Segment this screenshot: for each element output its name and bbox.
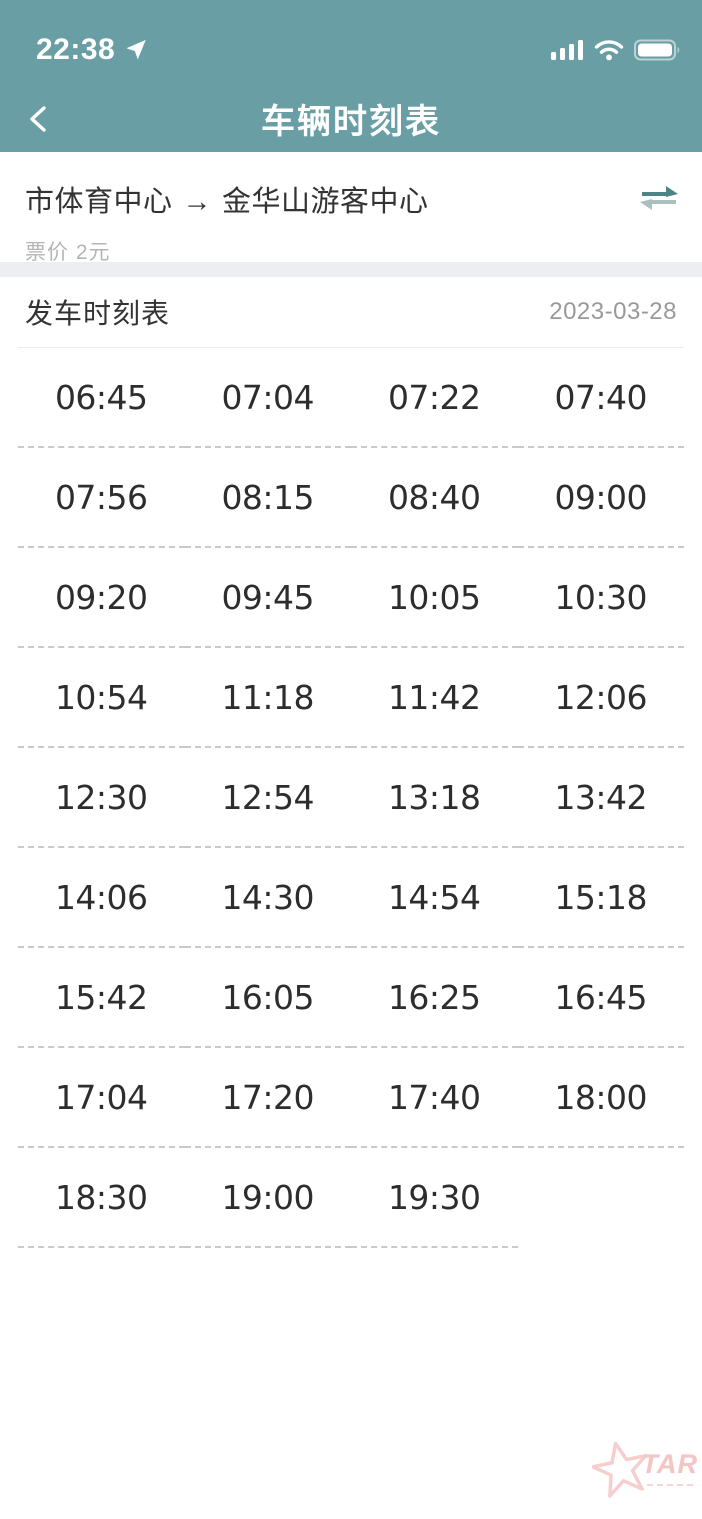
time-slot: 13:42 xyxy=(517,748,684,848)
time-slot: 14:54 xyxy=(351,848,518,948)
status-bar: 22:38 xyxy=(0,0,702,85)
schedule-section: 发车时刻表 2023-03-28 06:45 07:04 07:22 07:40 07:… xyxy=(0,277,702,1248)
swap-direction-button[interactable] xyxy=(634,176,684,220)
time-slot: 09:00 xyxy=(517,448,684,548)
time-slot: 14:06 xyxy=(18,848,185,948)
time-slot: 14:30 xyxy=(184,848,351,948)
route-from: 市体育中心 xyxy=(25,186,173,218)
status-left: 22:38 xyxy=(36,33,149,67)
divider-line xyxy=(18,347,684,348)
time-slot: 08:15 xyxy=(184,448,351,548)
time-slot: 12:30 xyxy=(18,748,185,848)
schedule-header: 发车时刻表 2023-03-28 xyxy=(0,277,702,347)
time-slot: 13:18 xyxy=(351,748,518,848)
time-slot-empty xyxy=(518,1148,685,1246)
time-slot: 10:05 xyxy=(351,548,518,648)
time-slot: 18:00 xyxy=(517,1048,684,1148)
time-slot: 17:04 xyxy=(18,1048,185,1148)
time-slot: 07:56 xyxy=(18,448,185,548)
battery-icon xyxy=(634,39,682,61)
time-slot: 10:54 xyxy=(18,648,185,748)
time-slot: 11:42 xyxy=(351,648,518,748)
time-grid: 06:45 07:04 07:22 07:40 07:56 08:15 08:40 09:00… xyxy=(0,348,702,1248)
ticket-price: 票价 2元 xyxy=(25,241,111,264)
nav-bar: 车辆时刻表 xyxy=(0,85,702,152)
cellular-signal-icon xyxy=(550,39,584,61)
watermark: TAR xyxy=(591,1439,699,1501)
status-time: 22:38 xyxy=(36,32,116,66)
time-slot: 12:06 xyxy=(517,648,684,748)
time-slot: 18:30 xyxy=(18,1148,185,1248)
route-title: 市体育中心 → 金华山游客中心 xyxy=(25,178,622,220)
watermark-text: TAR xyxy=(641,1448,698,1479)
status-right xyxy=(550,39,682,61)
location-arrow-icon xyxy=(123,37,149,63)
time-slot: 08:40 xyxy=(351,448,518,548)
wifi-icon xyxy=(594,39,624,61)
chevron-left-icon xyxy=(26,105,50,139)
time-slot: 10:30 xyxy=(517,548,684,648)
route-arrow-glyph: → xyxy=(182,186,213,218)
route-to: 金华山游客中心 xyxy=(222,186,429,218)
time-slot: 07:22 xyxy=(351,348,518,448)
swap-arrows-icon xyxy=(638,186,680,219)
section-divider-band xyxy=(0,262,702,277)
watermark-subtext-line xyxy=(646,1483,693,1486)
time-slot: 07:04 xyxy=(184,348,351,448)
time-slot: 15:42 xyxy=(18,948,185,1048)
schedule-title: 发车时刻表 xyxy=(25,298,171,329)
time-slot: 06:45 xyxy=(18,348,185,448)
page-title: 车辆时刻表 xyxy=(261,103,441,141)
route-card: 市体育中心 → 金华山游客中心 票价 2元 xyxy=(0,152,702,264)
app-header: 22:38 xyxy=(0,0,702,152)
time-slot: 16:25 xyxy=(351,948,518,1048)
time-slot: 11:18 xyxy=(184,648,351,748)
time-slot: 12:54 xyxy=(184,748,351,848)
time-slot: 07:40 xyxy=(517,348,684,448)
time-slot: 15:18 xyxy=(517,848,684,948)
time-slot: 09:45 xyxy=(184,548,351,648)
schedule-date: 2023-03-28 xyxy=(549,298,677,325)
time-slot: 19:00 xyxy=(184,1148,351,1248)
time-slot: 19:30 xyxy=(351,1148,518,1248)
time-slot: 17:20 xyxy=(184,1048,351,1148)
back-button[interactable] xyxy=(22,98,54,140)
star-icon xyxy=(591,1439,650,1501)
time-slot: 16:45 xyxy=(517,948,684,1048)
time-slot: 17:40 xyxy=(351,1048,518,1148)
watermark-text-wrap: TAR xyxy=(642,1449,699,1486)
time-slot: 16:05 xyxy=(184,948,351,1048)
time-slot: 09:20 xyxy=(18,548,185,648)
